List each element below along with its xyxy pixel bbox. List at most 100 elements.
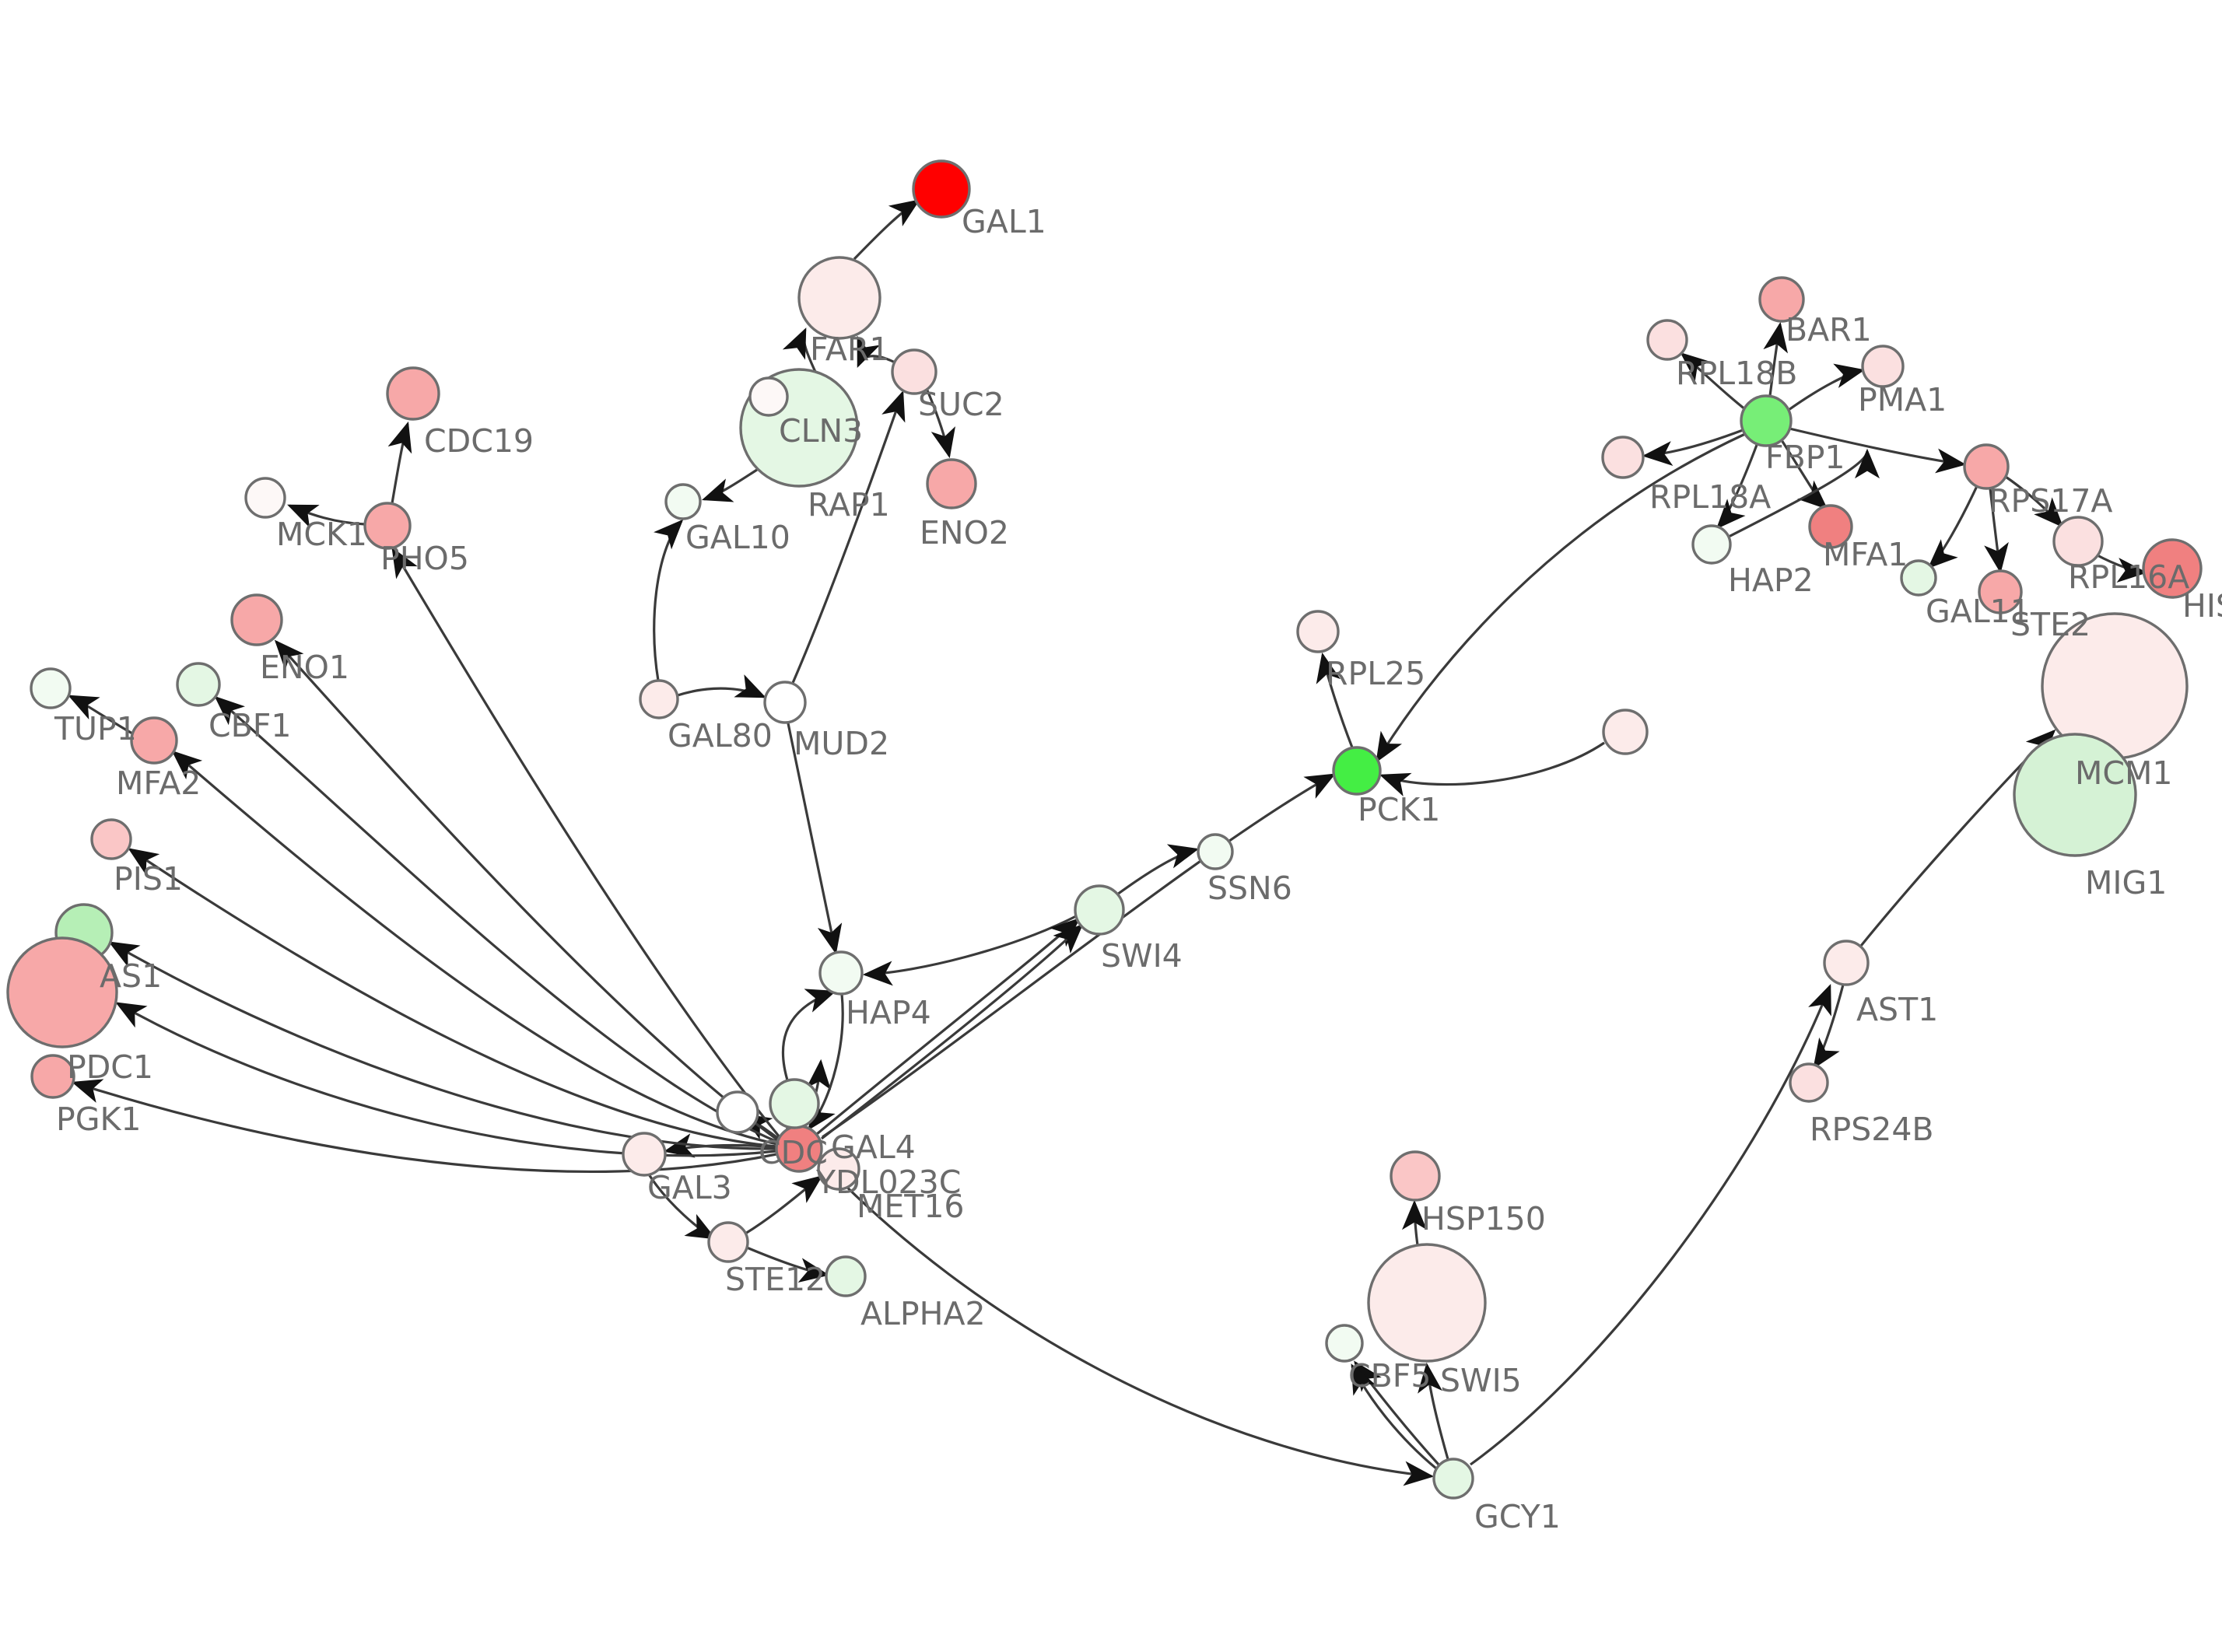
node-label-HIS4: HIS4 — [2182, 587, 2222, 625]
node-label-ENO1: ENO1 — [260, 649, 349, 686]
node-AST1[interactable] — [1823, 940, 1870, 986]
node-label-PCK1: PCK1 — [1358, 791, 1440, 828]
node-label-PHO5: PHO5 — [380, 540, 469, 577]
node-label-AST1: AST1 — [1856, 991, 1938, 1028]
node-label-STE2: STE2 — [2010, 606, 2091, 643]
edge-FBP1-to-PCK1trunk — [1376, 432, 1746, 763]
edge-FBP1-to-PMA1 — [1788, 363, 1866, 411]
node-CDC[interactable] — [716, 1090, 759, 1134]
edge-MFA2-to-TUP1 — [68, 695, 133, 735]
node-label-FBP1: FBP1 — [1765, 439, 1845, 476]
node-GAL10[interactable] — [664, 483, 702, 520]
edge-GCY1-to-AST1 — [1470, 984, 1831, 1466]
node-BAR1[interactable] — [1758, 276, 1805, 323]
node-HAP4[interactable] — [818, 950, 864, 996]
edge-GAL80-to-CLN3 — [653, 519, 684, 681]
node-PCK1[interactable] — [1332, 746, 1382, 796]
node-RPS17A[interactable] — [1963, 443, 2010, 490]
edge-RPL16A-to-HIS4 — [2095, 553, 2148, 583]
node-CBF5[interactable] — [1325, 1324, 1364, 1363]
node-YDL023C[interactable] — [817, 1147, 860, 1191]
node-PMA1[interactable] — [1861, 345, 1905, 388]
edge-PCK1-to-RPL25 — [1316, 652, 1354, 748]
node-RPL18A[interactable] — [1601, 436, 1645, 479]
node-label-PGK1: PGK1 — [56, 1101, 141, 1138]
edge-MET16-to-HAP4 — [781, 989, 837, 1083]
node-PIS1[interactable] — [90, 818, 132, 860]
node-label-GAL3: GAL3 — [647, 1169, 732, 1206]
node-ENO2[interactable] — [926, 458, 977, 509]
edge-GAL4-to-GCY1 — [817, 1157, 1435, 1486]
node-TUP1[interactable] — [30, 667, 72, 709]
edge-HAP2-to-FBP1 — [1728, 448, 1880, 538]
node-GCY1[interactable] — [1432, 1458, 1474, 1500]
edge-CLN3-to-GAL10 — [701, 468, 758, 502]
node-label-MCM1: MCM1 — [2075, 754, 2172, 792]
node-STE2[interactable] — [1978, 569, 2023, 614]
edge-HAP4-to-GAL4 — [808, 993, 844, 1131]
node-HIS4[interactable] — [2142, 538, 2203, 599]
node-CBF1[interactable] — [176, 662, 221, 707]
node-GAL11[interactable] — [1900, 559, 1937, 597]
node-RAP1[interactable] — [748, 376, 789, 417]
node-RPL16A[interactable] — [2052, 516, 2104, 567]
node-RPL25[interactable] — [1296, 610, 1340, 653]
node-label-GAL11: GAL11 — [1926, 593, 2031, 630]
node-label-RPL18A: RPL18A — [1649, 478, 1771, 516]
edge-GAL4b-to-SWI4b — [821, 923, 1084, 1140]
node-label-SSN6: SSN6 — [1207, 870, 1292, 907]
node-SUC2[interactable] — [891, 348, 938, 395]
node-label-CDC: CDC — [759, 1134, 828, 1171]
node-label-RPL16A: RPL16A — [2068, 558, 2189, 596]
node-SWI4[interactable] — [1074, 884, 1125, 936]
node-MIG1[interactable] — [2013, 733, 2137, 857]
node-RPS24B[interactable] — [1789, 1062, 1829, 1103]
node-label-HSP150: HSP150 — [1421, 1200, 1546, 1237]
node-label-MIG1: MIG1 — [2085, 864, 2167, 901]
node-MFA1[interactable] — [1808, 504, 1853, 549]
edge-GAL4-to-MFA2 — [171, 750, 778, 1146]
node-label-YDL023C: YDL023C — [815, 1164, 961, 1201]
node-label-MFA1: MFA1 — [1823, 536, 1908, 573]
node-SWI5[interactable] — [1367, 1243, 1487, 1363]
edge-layer — [68, 199, 2148, 1486]
node-STE12[interactable] — [707, 1221, 749, 1263]
node-label-SUC2: SUC2 — [918, 386, 1004, 423]
node-label-GAL10: GAL10 — [685, 519, 790, 556]
node-PHO5[interactable] — [363, 502, 412, 550]
node-label-GAL80: GAL80 — [668, 717, 773, 754]
node-label-CBF5: CBF5 — [1348, 1357, 1431, 1395]
node-GAL3[interactable] — [622, 1132, 667, 1177]
node-GAL1[interactable] — [912, 159, 971, 219]
node-RPL18B[interactable] — [1646, 319, 1688, 361]
node-SSN6[interactable] — [1197, 833, 1234, 870]
node-HSP150[interactable] — [1390, 1150, 1441, 1202]
node-ENO1[interactable] — [230, 593, 283, 646]
node-label-TUP1: TUP1 — [54, 710, 137, 747]
node-CDC19[interactable] — [386, 366, 440, 421]
node-PGK1[interactable] — [30, 1054, 75, 1099]
node-label-RPS17A: RPS17A — [1989, 482, 2112, 520]
node-FBP1[interactable] — [1740, 394, 1793, 447]
node-MCK1[interactable] — [244, 477, 286, 519]
node-MET16[interactable] — [769, 1078, 820, 1129]
node-layer — [6, 159, 2203, 1500]
node-HAP2[interactable] — [1691, 524, 1732, 565]
edge-FBP1-to-RPL18A — [1642, 429, 1744, 467]
node-label-CLN3: CLN3 — [779, 412, 863, 450]
node-ALPHA2[interactable] — [825, 1255, 867, 1297]
edge-SWI4-to-HAP4 — [862, 915, 1077, 986]
edge-UNK1-to-PCK1 — [1379, 741, 1605, 796]
node-FAR1[interactable] — [797, 256, 881, 340]
node-label-PMA1: PMA1 — [1858, 381, 1947, 418]
node-MFA2[interactable] — [130, 716, 178, 765]
node-PDC1[interactable] — [6, 936, 118, 1048]
node-label-RPL25: RPL25 — [1326, 655, 1425, 692]
node-UNK1[interactable] — [1602, 709, 1649, 755]
node-GAL80[interactable] — [639, 679, 679, 719]
edge-FAR1-to-GAL1 — [853, 199, 920, 261]
label-layer: GAL1 FAR1 SUC2 ENO2 CLN3 RAP1 GAL10 CDC19 MCK1 PH… — [54, 203, 2222, 1535]
node-MUD2[interactable] — [763, 681, 807, 724]
node-label-HAP4: HAP4 — [846, 994, 931, 1031]
